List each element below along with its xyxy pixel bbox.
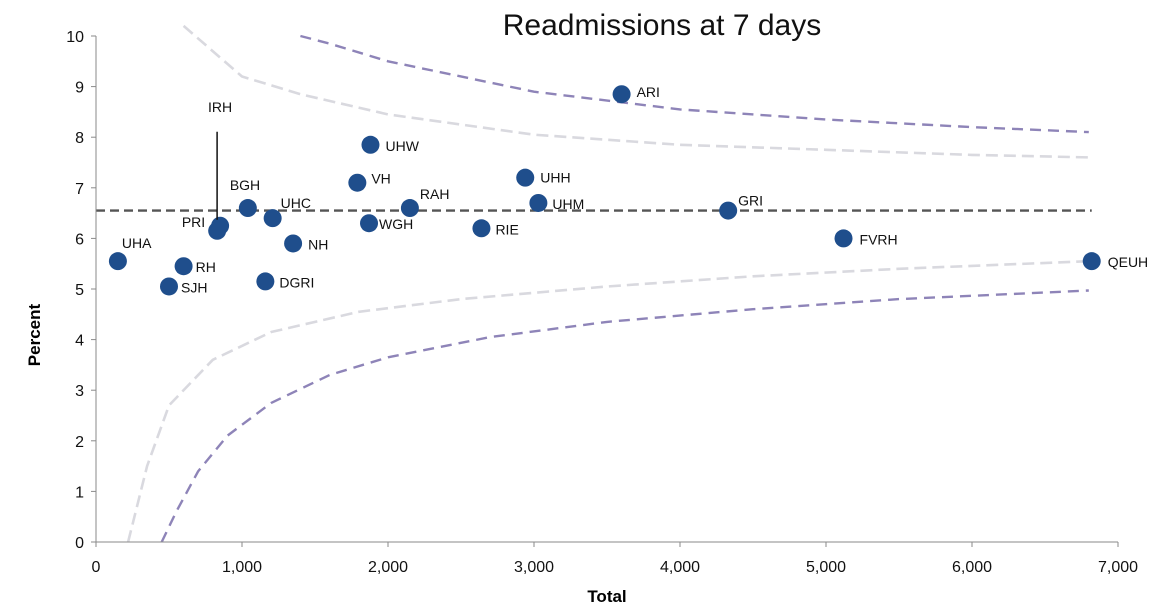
y-tick-label: 0 <box>75 535 84 552</box>
point-label-rie: RIE <box>495 221 518 237</box>
x-tick-label: 6,000 <box>952 559 992 576</box>
y-tick-label: 5 <box>75 282 84 299</box>
point-label-wgh: WGH <box>379 216 413 232</box>
y-tick-label: 3 <box>75 383 84 400</box>
chart-title: Readmissions at 7 days <box>503 9 822 42</box>
data-point-fvrh <box>834 229 853 248</box>
data-point-uhm <box>529 193 548 212</box>
control-limit-upper-outer <box>182 24 1089 159</box>
point-label-uhc: UHC <box>281 195 311 211</box>
control-limit-upper-inner <box>300 34 1089 134</box>
data-points <box>108 85 1101 296</box>
data-point-sjh <box>160 277 178 296</box>
tick-labels: 0 1 2 3 4 5 6 7 8 9 10 0 1,000 2,000 3,000 4,000 5,000 6,… <box>66 29 1138 576</box>
point-label-gri: GRI <box>738 193 763 209</box>
x-tick-label: 0 <box>92 559 101 576</box>
y-tick-label: 7 <box>75 181 84 198</box>
y-tick-label: 10 <box>66 29 84 46</box>
data-point-nh <box>284 234 303 253</box>
point-label-uha: UHA <box>122 235 152 251</box>
point-label-bgh: BGH <box>230 177 260 193</box>
point-labels: UHA SJH RH PRI IRH BGH DGRI UHC NH VH WGH UHW RAH RIE… <box>122 84 1148 295</box>
y-tick-label: 6 <box>75 231 84 248</box>
data-point-dgri <box>256 272 275 291</box>
control-limit-lower-inner <box>160 289 1089 543</box>
point-label-sjh: SJH <box>181 279 207 295</box>
point-label-irh: IRH <box>208 99 232 115</box>
data-point-rah <box>400 199 419 218</box>
x-tick-label: 1,000 <box>222 559 262 576</box>
data-point-qeuh <box>1082 252 1101 271</box>
data-point-gri <box>719 201 738 220</box>
data-point-wgh <box>360 214 379 233</box>
control-limits <box>126 24 1089 543</box>
point-label-qeuh: QEUH <box>1108 254 1148 270</box>
point-label-uhh: UHH <box>540 170 570 186</box>
x-tick-label: 3,000 <box>514 559 554 576</box>
y-tick-label: 4 <box>75 333 84 350</box>
y-tick-label: 9 <box>75 80 84 97</box>
axes <box>91 35 1119 547</box>
point-label-rah: RAH <box>420 186 450 202</box>
y-axis-title: Percent <box>25 303 44 366</box>
point-label-ari: ARI <box>637 84 660 100</box>
point-label-uhm: UHM <box>552 196 584 212</box>
point-label-nh: NH <box>308 236 328 252</box>
x-tick-label: 5,000 <box>806 559 846 576</box>
point-label-vh: VH <box>371 171 390 187</box>
data-point-uhc <box>263 209 282 228</box>
point-label-fvrh: FVRH <box>860 231 898 247</box>
x-tick-label: 4,000 <box>660 559 700 576</box>
data-point-vh <box>348 173 367 192</box>
data-point-ari <box>612 85 631 104</box>
point-label-rh: RH <box>196 259 216 275</box>
data-point-rie <box>472 219 491 238</box>
y-tick-label: 2 <box>75 434 84 451</box>
data-point-rh <box>174 257 193 276</box>
x-tick-label: 7,000 <box>1098 559 1138 576</box>
x-tick-label: 2,000 <box>368 559 408 576</box>
x-axis-title: Total <box>587 587 626 606</box>
data-point-bgh <box>238 199 257 218</box>
point-label-pri: PRI <box>182 214 205 230</box>
point-label-dgri: DGRI <box>279 274 314 290</box>
data-point-uha <box>108 252 127 271</box>
y-tick-label: 1 <box>75 484 84 501</box>
point-label-uhw: UHW <box>385 138 419 154</box>
data-point-irh <box>211 216 230 235</box>
data-point-uhw <box>361 135 380 154</box>
y-tick-label: 8 <box>75 130 84 147</box>
data-point-uhh <box>516 168 535 187</box>
control-limit-lower-outer <box>126 259 1089 543</box>
